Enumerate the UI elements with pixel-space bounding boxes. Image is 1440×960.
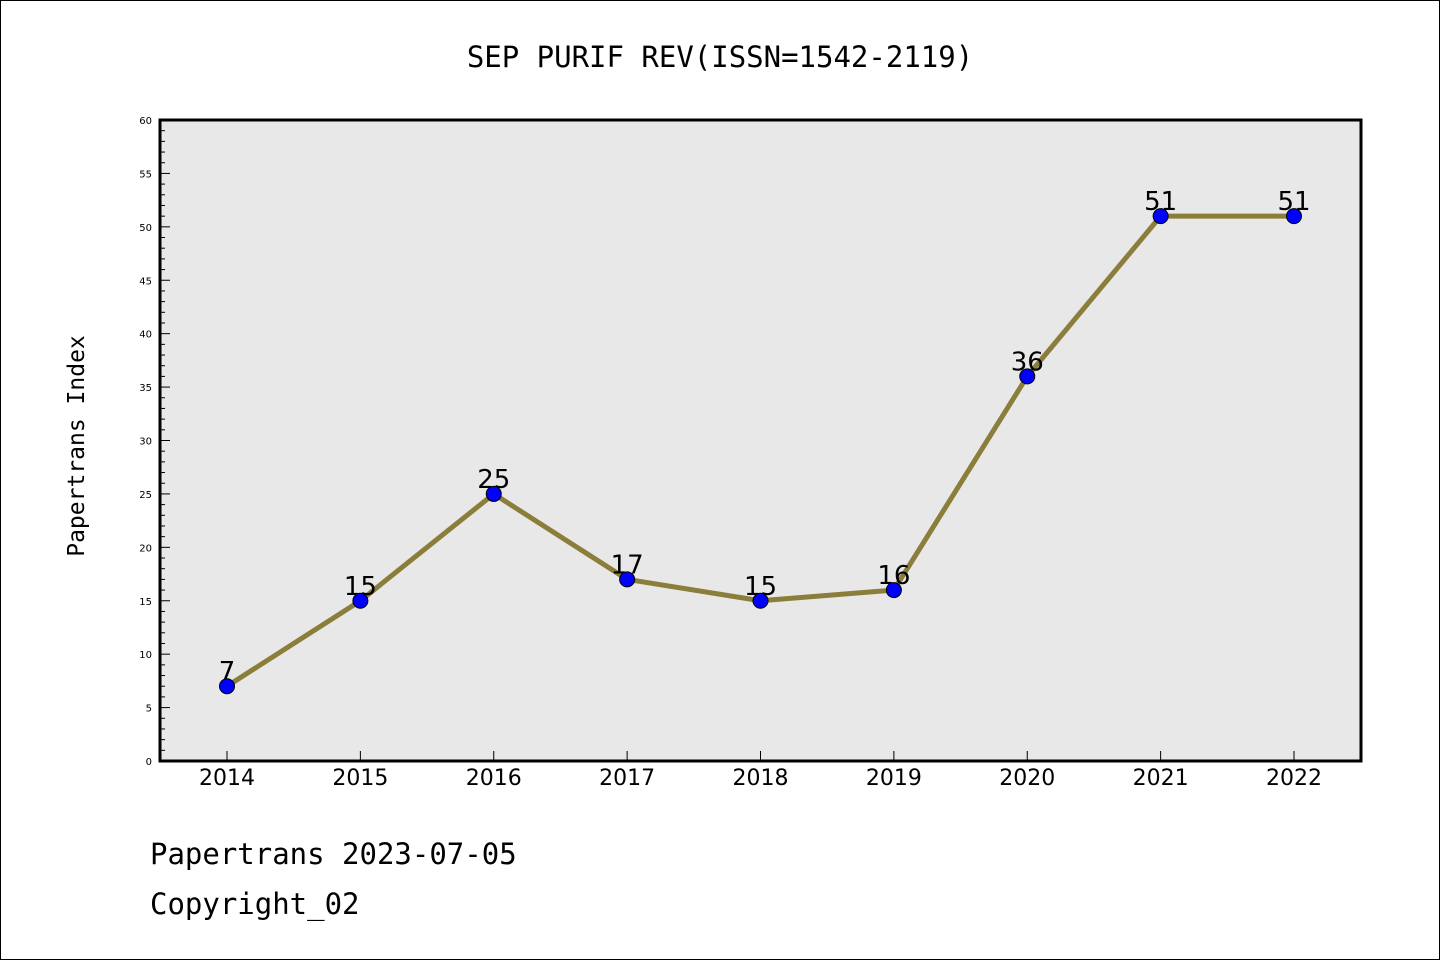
y-tick-label: 10 bbox=[139, 650, 152, 661]
y-tick-label: 50 bbox=[139, 223, 152, 234]
x-tick-label: 2020 bbox=[999, 766, 1055, 791]
y-tick-label: 30 bbox=[139, 437, 152, 448]
y-tick-label: 35 bbox=[139, 383, 152, 394]
x-tick-label: 2017 bbox=[599, 766, 655, 791]
data-point bbox=[1152, 208, 1169, 225]
data-point bbox=[885, 582, 902, 599]
x-tick-label: 2015 bbox=[332, 766, 388, 791]
y-tick-label: 20 bbox=[139, 543, 152, 554]
x-tick-label: 2019 bbox=[866, 766, 922, 791]
data-point bbox=[752, 592, 769, 609]
plot-area bbox=[160, 120, 1361, 761]
y-tick-label: 25 bbox=[139, 490, 152, 501]
chart-title: SEP PURIF REV(ISSN=1542-2119) bbox=[467, 40, 973, 74]
data-point bbox=[485, 485, 502, 502]
y-tick-label: 45 bbox=[139, 276, 152, 287]
data-point bbox=[219, 678, 235, 695]
plot-border bbox=[158, 118, 1363, 763]
y-tick-label: 15 bbox=[139, 597, 152, 608]
data-point bbox=[619, 571, 636, 588]
y-tick-label: 0 bbox=[146, 757, 152, 768]
y-axis-ticks: 0 5 10 15 20 25 30 35 40 45 50 55 60 bbox=[139, 116, 170, 768]
data-point bbox=[352, 592, 369, 609]
x-tick-label: 2016 bbox=[466, 766, 522, 791]
y-tick-label: 55 bbox=[139, 169, 152, 180]
x-tick-label: 2022 bbox=[1266, 766, 1322, 791]
y-tick-label: 5 bbox=[146, 704, 152, 715]
x-tick-label: 2021 bbox=[1133, 766, 1189, 791]
y-axis-label: Papertrans Index bbox=[64, 335, 90, 557]
x-tick-label: 2014 bbox=[199, 766, 255, 791]
data-point bbox=[1286, 208, 1302, 225]
footer-copyright: Copyright_02 bbox=[150, 887, 360, 922]
x-tick-label: 2018 bbox=[733, 766, 789, 791]
x-axis-ticks: 2014 2015 2016 2017 2018 2019 2020 2021 2022 bbox=[199, 751, 1322, 791]
y-tick-label: 60 bbox=[139, 116, 152, 127]
y-tick-label: 40 bbox=[139, 330, 152, 341]
data-point bbox=[1019, 368, 1036, 385]
footer-date: Papertrans 2023-07-05 bbox=[150, 837, 517, 871]
